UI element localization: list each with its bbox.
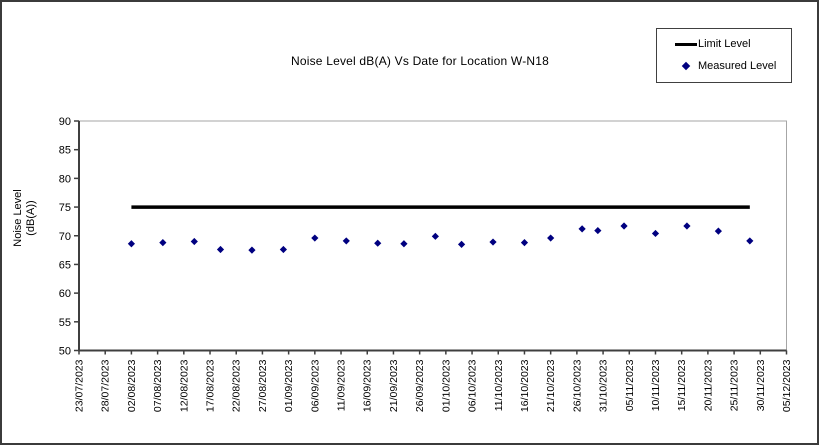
x-tick-label: 25/11/2023: [729, 359, 741, 411]
legend-item-measured-level: Measured Level: [657, 56, 791, 76]
y-tick-label: 80: [59, 173, 71, 185]
legend-item-limit-level: Limit Level: [657, 34, 791, 54]
measured-level-point: [216, 245, 225, 254]
x-tick-label: 02/08/2023: [126, 359, 138, 412]
measured-level-point: [127, 240, 136, 248]
x-tick-label: 05/12/2023: [781, 359, 793, 412]
measured-diamond-swatch: [675, 61, 697, 71]
measured-level-point: [374, 239, 382, 247]
measured-level-point: [746, 237, 754, 245]
measured-level-point: [520, 239, 529, 247]
x-tick-label: 31/10/2023: [598, 359, 610, 412]
x-tick-label: 21/10/2023: [545, 359, 557, 412]
y-tick-label: 65: [59, 259, 71, 271]
measured-level-point: [190, 237, 198, 246]
measured-level-point: [683, 222, 691, 230]
y-axis-title-line-2: (dB(A)): [25, 200, 37, 235]
y-tick-label: 85: [59, 145, 71, 157]
measured-level-point: [547, 234, 555, 242]
measured-level-point: [489, 238, 497, 246]
x-tick-label: 01/09/2023: [283, 359, 295, 412]
measured-level-point: [457, 240, 466, 248]
measured-level-point: [578, 225, 586, 233]
x-tick-label: 15/11/2023: [676, 359, 688, 411]
x-tick-label: 17/08/2023: [205, 359, 217, 412]
x-tick-label: 05/11/2023: [624, 359, 636, 411]
plot-area: 50 55 60 65 70 75 80 85 90 23/07/2023 28/07/2023 02…: [59, 116, 793, 412]
x-tick-label: 30/11/2023: [755, 359, 767, 411]
chart-title: Noise Level dB(A) Vs Date for Location W…: [290, 54, 550, 68]
measured-level-point: [431, 232, 439, 240]
measured-level-point: [651, 229, 660, 238]
x-tick-label: 23/07/2023: [74, 359, 86, 412]
x-tick-label: 16/10/2023: [519, 359, 531, 412]
measured-level-point: [248, 246, 256, 254]
legend-label-limit-level: Limit Level: [698, 38, 751, 50]
y-tick-label: 60: [59, 288, 71, 300]
y-axis-title-line-1: Noise Level: [12, 189, 24, 246]
measured-level-point: [279, 245, 287, 254]
measured-level-point: [400, 240, 408, 248]
x-tick-label: 22/08/2023: [231, 359, 243, 412]
measured-level-point: [311, 234, 319, 242]
x-tick-label: 10/11/2023: [650, 359, 662, 411]
legend-label-measured-level: Measured Level: [698, 60, 777, 72]
x-tick-label: 21/09/2023: [388, 359, 400, 412]
measured-level-point: [594, 226, 602, 235]
x-tick-label: 06/09/2023: [309, 359, 321, 412]
limit-line-swatch: [675, 42, 697, 46]
x-tick-label: 06/10/2023: [467, 359, 479, 412]
measured-level-point: [342, 237, 350, 245]
diamond-icon: [681, 61, 691, 71]
measured-level-point: [714, 227, 722, 235]
y-tick-label: 90: [59, 116, 71, 128]
x-tick-label: 27/08/2023: [257, 359, 269, 412]
measured-level-point: [620, 222, 628, 230]
y-tick-label: 75: [59, 202, 71, 214]
y-tick-label: 55: [59, 317, 71, 329]
x-tick-label: 20/11/2023: [702, 359, 714, 411]
x-tick-label: 16/09/2023: [362, 359, 374, 412]
x-tick-label: 11/09/2023: [336, 359, 348, 411]
y-tick-label: 50: [59, 346, 71, 358]
x-tick-label: 26/10/2023: [571, 359, 583, 412]
x-tick-label: 01/10/2023: [440, 359, 452, 412]
x-tick-label: 12/08/2023: [178, 359, 190, 412]
measured-level-point: [159, 239, 167, 247]
legend: Limit Level Measured Level: [656, 28, 792, 83]
x-tick-label: 07/08/2023: [152, 359, 164, 412]
limit-line-icon: [675, 42, 697, 46]
x-tick-label: 28/07/2023: [100, 359, 112, 412]
x-tick-label: 26/09/2023: [414, 359, 426, 412]
x-tick-label: 11/10/2023: [493, 359, 505, 411]
y-tick-label: 70: [59, 231, 71, 243]
